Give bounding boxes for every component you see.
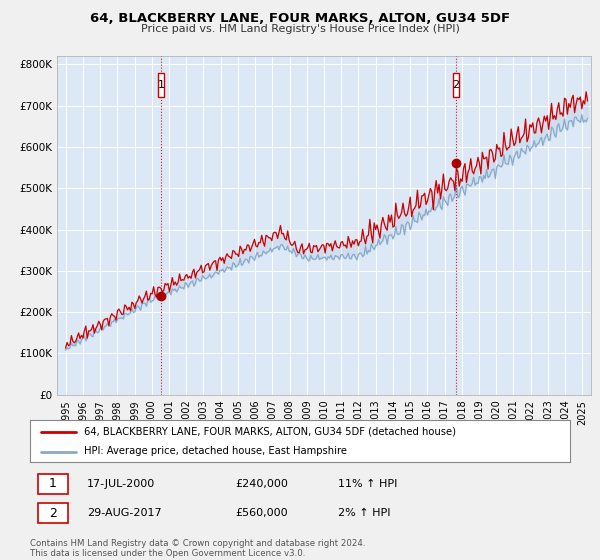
FancyBboxPatch shape xyxy=(38,503,68,524)
Text: 17-JUL-2000: 17-JUL-2000 xyxy=(86,479,155,489)
Text: £560,000: £560,000 xyxy=(235,508,288,519)
Text: 2% ↑ HPI: 2% ↑ HPI xyxy=(338,508,390,519)
Text: Price paid vs. HM Land Registry's House Price Index (HPI): Price paid vs. HM Land Registry's House … xyxy=(140,24,460,34)
Text: 2: 2 xyxy=(452,80,460,90)
FancyBboxPatch shape xyxy=(38,474,68,494)
Text: 1: 1 xyxy=(158,80,164,90)
Text: 1: 1 xyxy=(49,477,57,491)
Text: 64, BLACKBERRY LANE, FOUR MARKS, ALTON, GU34 5DF (detached house): 64, BLACKBERRY LANE, FOUR MARKS, ALTON, … xyxy=(84,427,456,437)
FancyBboxPatch shape xyxy=(452,73,460,97)
Text: 11% ↑ HPI: 11% ↑ HPI xyxy=(338,479,397,489)
FancyBboxPatch shape xyxy=(158,73,164,97)
Text: Contains HM Land Registry data © Crown copyright and database right 2024.
This d: Contains HM Land Registry data © Crown c… xyxy=(30,539,365,558)
Text: £240,000: £240,000 xyxy=(235,479,288,489)
Text: 2: 2 xyxy=(49,507,57,520)
Text: 64, BLACKBERRY LANE, FOUR MARKS, ALTON, GU34 5DF: 64, BLACKBERRY LANE, FOUR MARKS, ALTON, … xyxy=(90,12,510,25)
Text: 29-AUG-2017: 29-AUG-2017 xyxy=(86,508,161,519)
Text: HPI: Average price, detached house, East Hampshire: HPI: Average price, detached house, East… xyxy=(84,446,347,456)
